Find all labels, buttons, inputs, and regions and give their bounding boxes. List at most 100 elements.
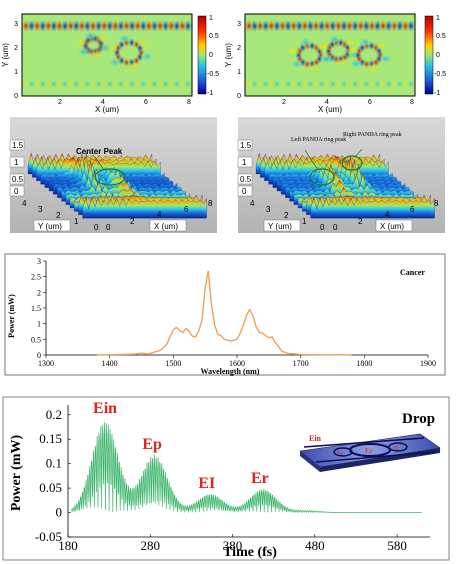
spectrum-y-tick-label: 3: [37, 257, 41, 266]
drop-chart-frame: [2, 396, 450, 561]
field-lobe: [351, 80, 360, 88]
field-lobe: [312, 80, 321, 88]
drop-y-tick-label: 0.05: [39, 480, 62, 495]
panel-d-leader-left: [304, 149, 319, 171]
panel-b-axes-box: [244, 13, 416, 97]
field-lobe: [33, 20, 42, 32]
drop-plot: [71, 421, 422, 514]
field-lobe: [300, 80, 309, 88]
field-lobe: [345, 46, 360, 57]
field-lobe: [38, 80, 47, 88]
panel-d-y-axis-tick: 1: [302, 217, 307, 226]
panel-d-right-peak-circle: [341, 155, 363, 171]
field-lobe: [378, 53, 393, 64]
panel-a-y-tick: 3: [14, 21, 18, 28]
drop-x-tick-label: 580: [387, 538, 407, 553]
field-lobe: [373, 20, 382, 32]
field-lobe: [327, 34, 342, 45]
panel-d-x-label: X (um): [380, 222, 404, 231]
field-lobe: [89, 49, 104, 60]
field-lobe: [133, 80, 142, 88]
panel-d-leader-right: [354, 148, 363, 158]
inset-waveguide-bottom: [315, 451, 437, 463]
panel-b-field-pattern: [245, 20, 415, 88]
field-lobe: [49, 80, 58, 88]
panel-c-y-label: Y (um): [38, 222, 62, 231]
field-lobe: [72, 20, 81, 32]
panel-d-y-axis-tick: 2: [284, 211, 289, 220]
drop-y-tick-label: -0.05: [35, 529, 62, 544]
field-lobe: [272, 20, 281, 32]
field-lobe: [345, 20, 354, 32]
field-lobe: [150, 20, 159, 32]
field-lobe: [61, 80, 70, 88]
spectrum-x-tick-label: 1500: [165, 359, 181, 368]
spectrum-x-tick-label: 1600: [229, 359, 245, 368]
field-lobe: [367, 20, 376, 32]
field-lobe: [379, 20, 388, 32]
panel-c-y-label-box: [33, 219, 71, 232]
field-lobe: [323, 80, 332, 88]
field-lobe: [267, 80, 276, 88]
field-lobe: [250, 20, 259, 32]
field-lobe: [339, 20, 348, 32]
drop-y-tick-label: 0.2: [46, 407, 62, 422]
panel-c-annotation-leader: [94, 156, 105, 171]
spectrum-y-tick-label: 0: [37, 351, 41, 360]
spectrum-x-tick-label: 1400: [102, 359, 118, 368]
field-lobe: [328, 80, 337, 88]
field-lobe: [172, 80, 181, 88]
drop-peak-label: Er: [251, 470, 269, 487]
panel-c-x-axis-tick: 2: [130, 217, 135, 226]
panel-c-z-tick-box: [9, 185, 25, 197]
field-lobe: [375, 41, 390, 52]
field-lobe: [184, 20, 192, 32]
field-lobe: [83, 20, 92, 32]
panel-a-cbar-tick: -0.5: [207, 71, 219, 78]
field-lobe: [261, 80, 270, 88]
field-lobe: [317, 80, 326, 88]
panel-a-cbar-tick: 0.5: [209, 33, 219, 40]
field-lobe: [66, 80, 75, 88]
panel-d-annotation-right: Right PANDA ring peak: [343, 132, 402, 138]
panel-b-y-label: Y (um): [224, 43, 233, 67]
panel-c-z-tick: 1: [14, 158, 19, 167]
drop-axes: 180 280 380 480 580 -0.05 0 0.05 0.1 0.15 0.2: [35, 405, 430, 553]
drop-y-tick-label: 0.1: [46, 456, 62, 471]
surface-strip: [281, 163, 406, 195]
panel-b-y-tick: 0: [237, 93, 241, 100]
panel-c-x-axis-tick: 0: [106, 223, 111, 232]
field-lobe: [261, 20, 270, 32]
panel-d-z-tick: 0.5: [240, 175, 252, 184]
field-lobe: [306, 62, 321, 73]
inset-label-ep: Ep: [365, 447, 373, 455]
field-lobe: [178, 80, 187, 88]
panel-b-y-tick: 3: [237, 21, 241, 28]
field-lobe: [395, 80, 404, 88]
field-lobe: [316, 42, 331, 53]
field-lobe: [289, 20, 298, 32]
field-lobe: [144, 80, 153, 88]
field-lobe: [278, 80, 287, 88]
panel-d-surface: [255, 152, 435, 219]
panel-d-x-axis-tick: 6: [410, 205, 415, 214]
panel-d-y-label: Y (um): [268, 222, 292, 231]
field-lobe: [289, 58, 304, 69]
field-lobe: [285, 46, 300, 57]
panel-d-x-axis-tick: 8: [434, 199, 439, 208]
field-lobe: [83, 30, 98, 41]
field-lobe: [77, 20, 86, 32]
surface-strip: [82, 196, 207, 219]
drop-peak-labels: Ein Ep EI Er: [93, 400, 269, 492]
field-lobe: [27, 20, 36, 32]
field-lobe: [139, 20, 148, 32]
field-lobe: [83, 80, 92, 88]
field-lobe: [22, 20, 30, 32]
panel-a-y-label: Y (um): [1, 43, 10, 67]
field-lobe: [111, 20, 120, 32]
panel-b-y-tick: 2: [237, 45, 241, 52]
spectrum-y-tick-label: 0.5: [31, 335, 41, 344]
field-lobe: [356, 20, 365, 32]
field-lobe: [167, 20, 176, 32]
